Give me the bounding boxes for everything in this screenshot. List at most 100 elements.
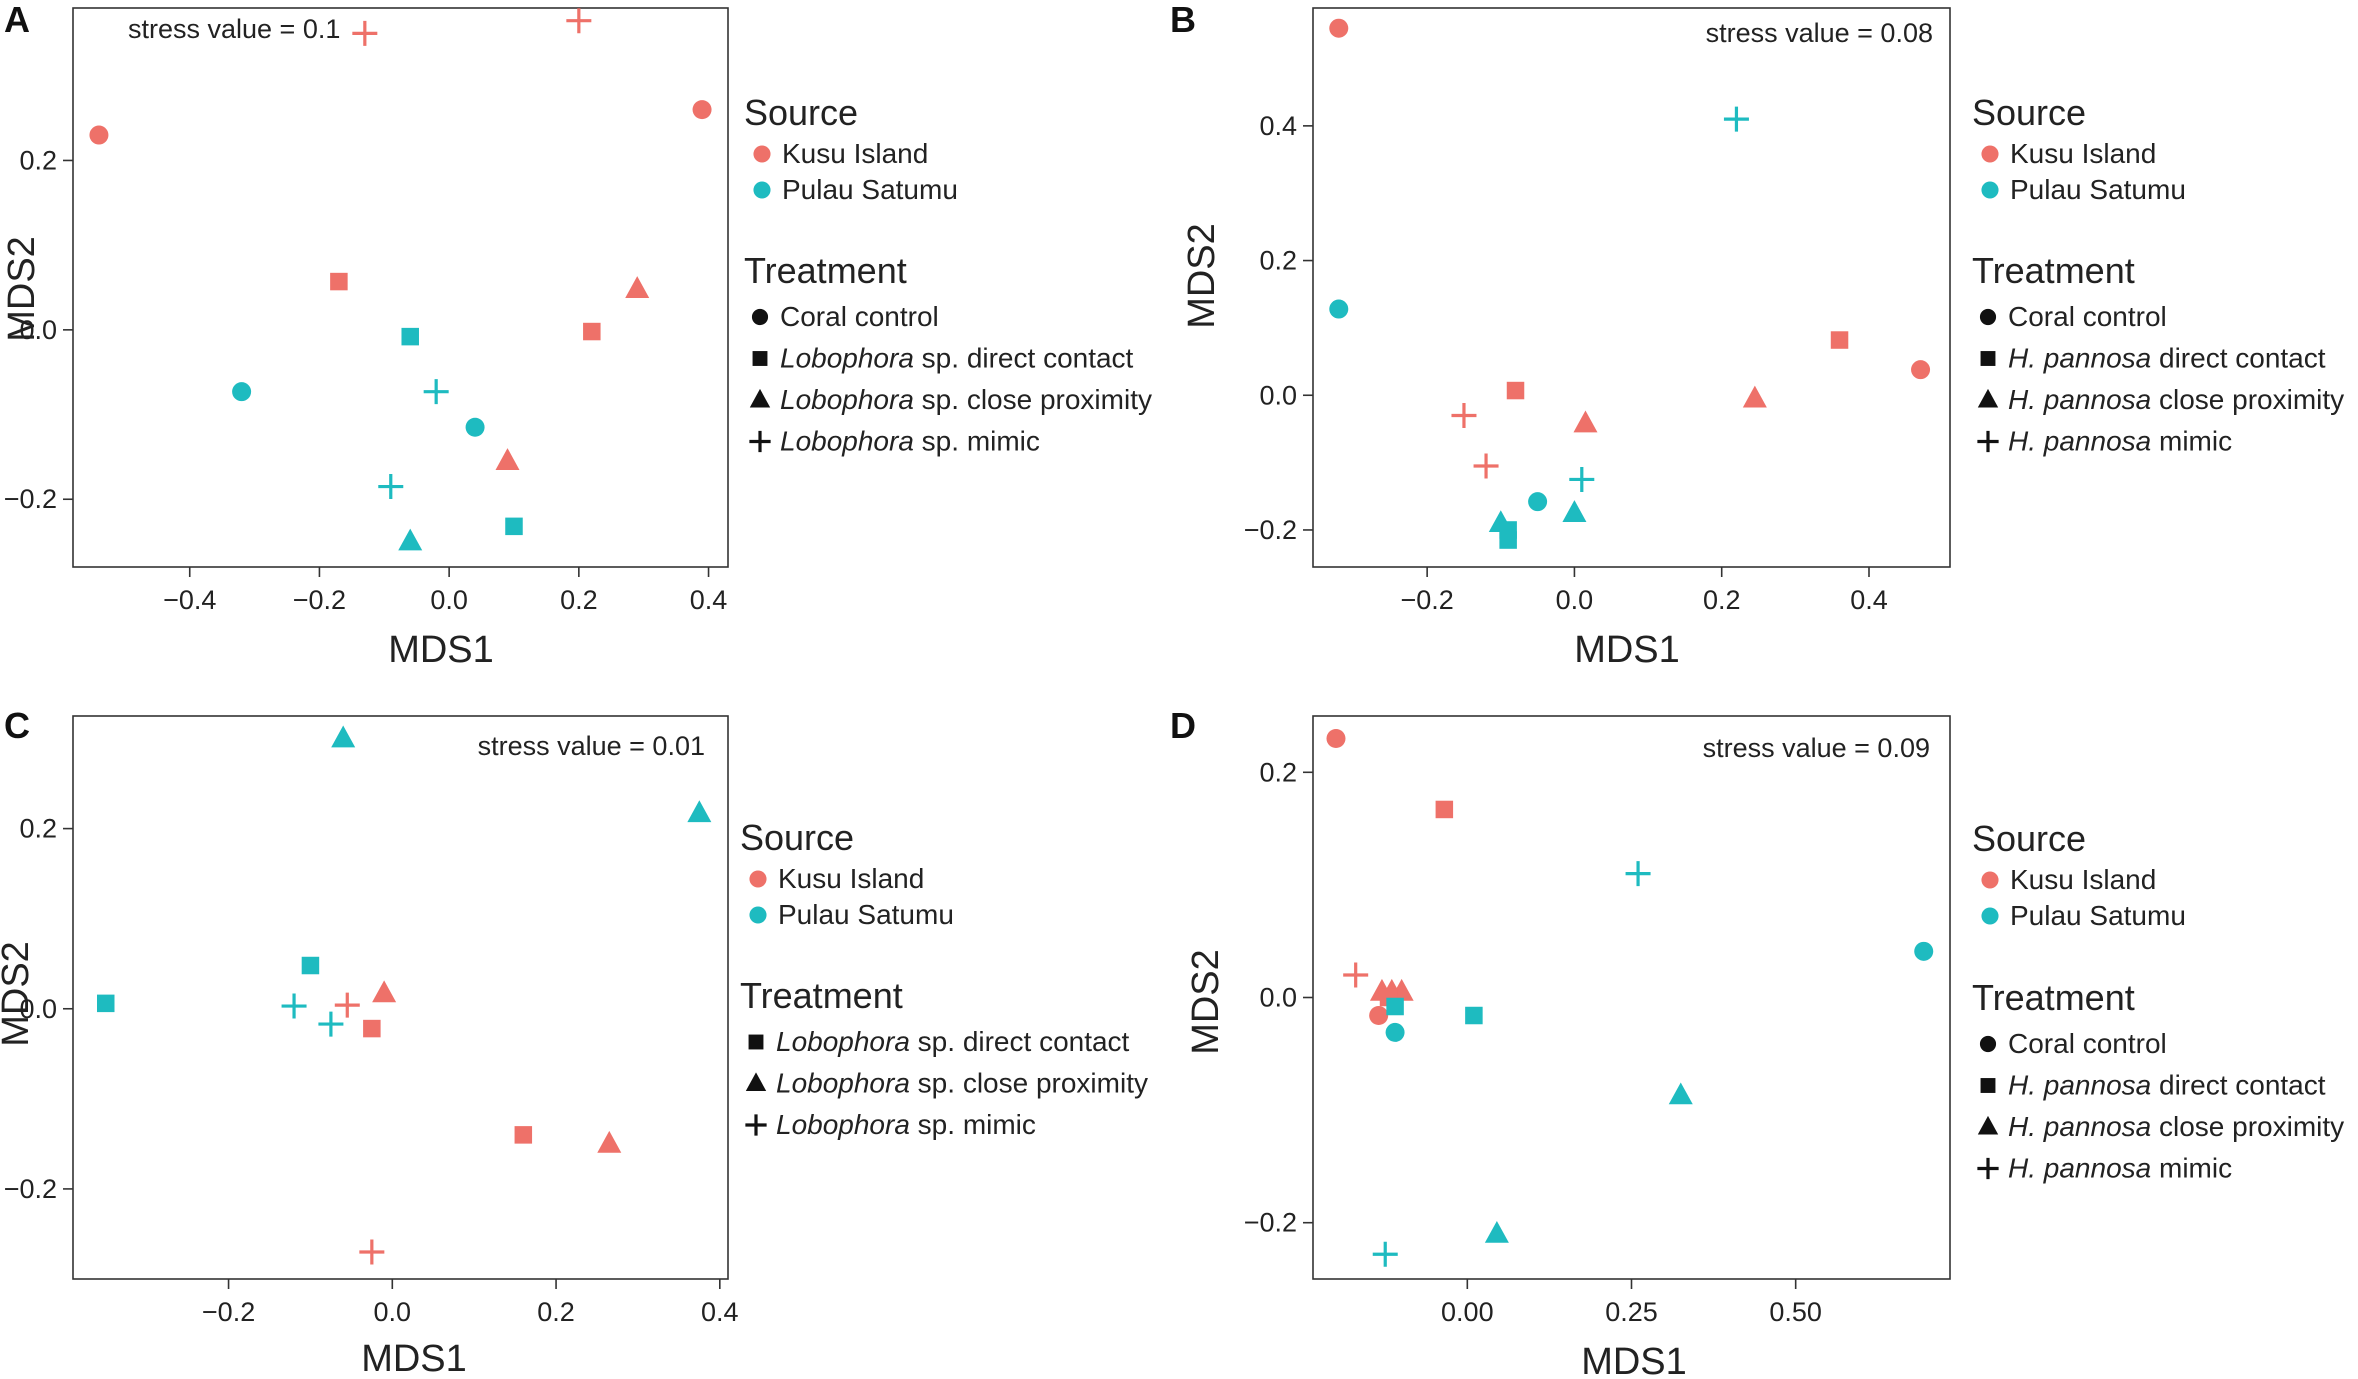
x-tick-label: 0.50 <box>1769 1297 1822 1327</box>
legend-a: Source Kusu Island Pulau Satumu Treatment Co… <box>744 92 1152 457</box>
legend-treatment-label: Coral control <box>2008 1028 2167 1059</box>
legend-plus-icon <box>749 430 771 453</box>
y-tick-label: 0.0 <box>1259 380 1297 410</box>
legend-treatment-label: Lobophora sp. mimic <box>780 426 1040 457</box>
point-kusu-circle <box>1911 360 1931 380</box>
point-kusu-circle <box>1369 1006 1389 1026</box>
point-kusu-triangle <box>1573 410 1598 433</box>
point-kusu-plus <box>334 992 360 1018</box>
y-tick-label: 0.0 <box>19 994 57 1024</box>
legend-treatment-label: Lobophora sp. close proximity <box>780 384 1152 415</box>
legend-treatment-title: Treatment <box>1972 977 2135 1018</box>
legend-square-icon <box>752 351 768 366</box>
legend-triangle-icon <box>1977 1115 1999 1135</box>
x-tick-label: 0.2 <box>560 585 598 615</box>
x-tick-label: 0.0 <box>1556 585 1594 615</box>
point-satumu-plus <box>423 379 449 405</box>
stress-value-d: stress value = 0.09 <box>1703 733 1930 763</box>
legend-treatment-label: Lobophora sp. close proximity <box>776 1068 1148 1099</box>
legend-treatment-title: Treatment <box>744 250 907 291</box>
plot-frame-a <box>72 7 729 568</box>
x-tick-label: 0.4 <box>690 585 728 615</box>
legend-satumu-swatch <box>1981 907 1999 925</box>
stress-value-c: stress value = 0.01 <box>478 731 705 761</box>
legend-d: Source Kusu Island Pulau Satumu Treatment Co… <box>1972 818 2344 1184</box>
plot-area-d: 0.00 0.25 0.50 −0.2 0.0 0.2 <box>1244 715 1951 1327</box>
point-satumu-square <box>1465 1006 1483 1025</box>
x-tick-label: 0.25 <box>1605 1297 1658 1327</box>
x-tick-label: −0.2 <box>202 1297 255 1327</box>
plot-area-a: −0.4 −0.2 0.0 0.2 0.4 −0.2 0.0 0.2 <box>4 7 729 615</box>
legend-source-label: Kusu Island <box>2010 138 2156 169</box>
legend-source-title: Source <box>744 92 858 133</box>
x-axis-title-c: MDS1 <box>361 1338 467 1379</box>
y-axis-title-a: MDS2 <box>1 236 43 342</box>
y-tick-label: −0.2 <box>1244 1208 1297 1238</box>
y-axis-title-d: MDS2 <box>1185 949 1227 1055</box>
legend-satumu-swatch <box>749 906 767 924</box>
legend-source-title: Source <box>1972 818 2086 859</box>
point-kusu-circle <box>1326 729 1346 749</box>
point-kusu-square <box>1830 331 1849 349</box>
panel-letter-c: C <box>4 705 30 746</box>
legend-plus-icon <box>745 1114 767 1136</box>
point-kusu-plus <box>359 1239 385 1265</box>
legend-source-label: Pulau Satumu <box>2010 900 2186 931</box>
legend-kusu-swatch <box>753 145 771 163</box>
point-satumu-triangle <box>398 528 423 551</box>
x-tick-label: 0.2 <box>537 1297 575 1327</box>
point-kusu-square <box>330 272 348 291</box>
legend-source-label: Pulau Satumu <box>2010 174 2186 205</box>
legend-source-title: Source <box>1972 92 2086 133</box>
point-satumu-plus <box>318 1011 344 1037</box>
stress-value-a: stress value = 0.1 <box>128 14 340 44</box>
y-axis-title-c: MDS2 <box>0 941 37 1047</box>
stress-value-b: stress value = 0.08 <box>1706 18 1933 48</box>
legend-square-icon <box>1980 351 1996 366</box>
y-tick-label: 0.0 <box>19 315 57 345</box>
panel-d: D 0.00 0.25 0.50 −0.2 0.0 0.2 stress value = … <box>1170 705 2344 1379</box>
legend-treatment-label: H. pannosa mimic <box>2008 1153 2232 1184</box>
panel-letter-b: B <box>1170 0 1196 40</box>
point-kusu-triangle <box>495 448 520 470</box>
y-tick-label: −0.2 <box>4 1174 57 1204</box>
point-satumu-triangle <box>1562 500 1587 522</box>
y-tick-label: 0.2 <box>1259 246 1297 276</box>
legend-source-label: Pulau Satumu <box>778 899 954 930</box>
legend-source-label: Pulau Satumu <box>782 174 958 205</box>
legend-source-label: Kusu Island <box>2010 864 2156 895</box>
x-tick-label: −0.4 <box>163 585 216 615</box>
legend-circle-icon <box>1979 1035 1997 1053</box>
y-tick-label: −0.2 <box>4 484 57 514</box>
x-tick-label: 0.4 <box>701 1297 739 1327</box>
point-kusu-square <box>514 1126 533 1144</box>
point-satumu-square <box>1386 997 1404 1016</box>
legend-triangle-icon <box>1977 388 1999 408</box>
point-kusu-square <box>363 1019 381 1038</box>
legend-square-icon <box>1980 1078 1996 1093</box>
point-kusu-circle <box>1329 18 1349 38</box>
point-satumu-plus <box>1723 106 1749 132</box>
point-kusu-triangle <box>625 276 650 299</box>
point-kusu-triangle <box>1742 385 1767 408</box>
point-satumu-triangle <box>1484 1220 1509 1243</box>
panel-c: C −0.2 0.0 0.2 0.4 −0.2 0.0 0.2 stress value =… <box>0 705 1148 1379</box>
legend-treatment-label: Coral control <box>2008 301 2167 332</box>
point-kusu-plus <box>1451 402 1477 428</box>
point-kusu-plus <box>352 20 378 46</box>
point-kusu-square <box>1506 381 1525 400</box>
panel-letter-a: A <box>4 0 30 40</box>
point-satumu-square <box>505 517 523 536</box>
y-tick-label: 0.4 <box>1259 111 1297 141</box>
legend-kusu-swatch <box>749 870 767 888</box>
point-satumu-plus <box>1569 466 1595 492</box>
legend-plus-icon <box>1977 1157 1999 1180</box>
legend-source-label: Kusu Island <box>782 138 928 169</box>
point-satumu-circle <box>1329 299 1349 319</box>
y-tick-label: −0.2 <box>1244 515 1297 545</box>
point-satumu-triangle <box>1668 1082 1693 1105</box>
legend-triangle-icon <box>745 1072 767 1091</box>
legend-satumu-swatch <box>753 181 771 199</box>
legend-kusu-swatch <box>1981 145 1999 163</box>
